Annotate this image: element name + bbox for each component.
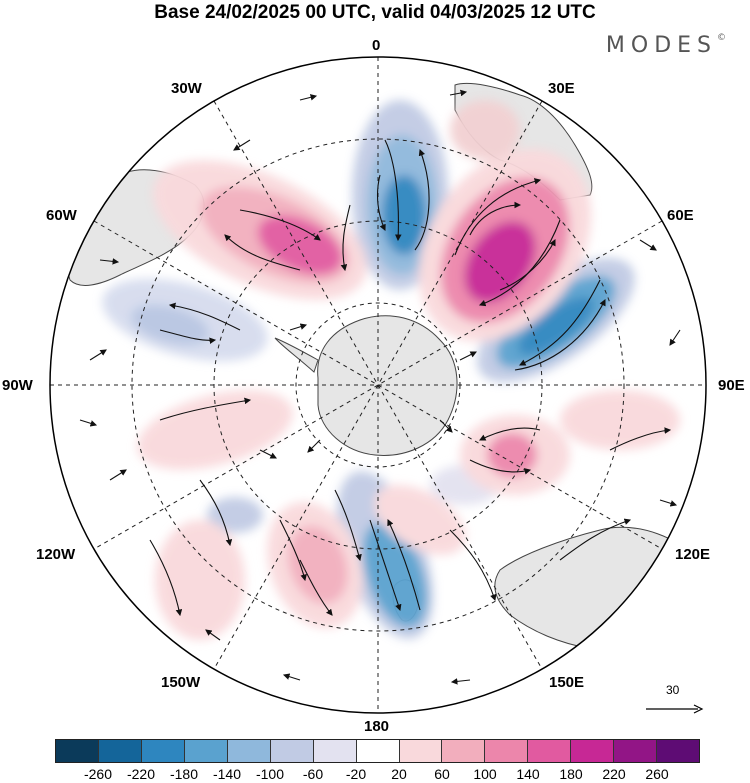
colorbar-swatch — [227, 740, 271, 762]
colorbar-tick-label: -260 — [83, 766, 113, 782]
colorbar-swatch — [184, 740, 228, 762]
antarctic-peninsula-land — [274, 337, 319, 373]
colorbar-swatch — [399, 740, 443, 762]
map-title: Base 24/02/2025 00 UTC, valid 04/03/2025… — [154, 2, 596, 23]
colorbar — [55, 739, 700, 763]
graticule — [50, 57, 706, 713]
brand-name: MODES — [605, 33, 717, 58]
lon-label-150e: 150E — [549, 674, 585, 691]
lon-label-150w: 150W — [161, 674, 201, 691]
lon-label-30w: 30W — [171, 80, 202, 97]
colorbar-tick-label: -100 — [255, 766, 285, 782]
lon-label-60w: 60W — [46, 207, 77, 224]
colorbar-tick-label: -60 — [302, 766, 324, 782]
polar-map — [49, 56, 707, 714]
colorbar-swatch — [657, 740, 700, 762]
colorbar-swatch — [356, 740, 400, 762]
colorbar-swatch — [141, 740, 185, 762]
colorbar-tick-label: -140 — [212, 766, 242, 782]
colorbar-tick-label: 220 — [602, 766, 626, 782]
brand-logo: MODES© — [606, 33, 726, 58]
colorbar-swatch — [442, 740, 486, 762]
colorbar-tick-label: 100 — [473, 766, 497, 782]
colorbar-swatch — [313, 740, 357, 762]
wind-vectors — [79, 89, 681, 685]
colorbar-labels: -260 -220 -180 -140 -100 -60 -20 20 60 100 140 180 2… — [55, 766, 700, 782]
lon-label-90w: 90W — [2, 377, 33, 394]
lon-label-90e: 90E — [718, 377, 745, 394]
colorbar-tick-label: -220 — [126, 766, 156, 782]
positive-anomaly-blobs — [137, 100, 680, 640]
brand-mark: © — [717, 33, 726, 43]
colorbar-tick-label: 140 — [516, 766, 540, 782]
lon-label-180: 180 — [364, 718, 390, 735]
colorbar-tick-label: 260 — [645, 766, 669, 782]
lon-label-60e: 60E — [667, 207, 694, 224]
colorbar-swatch — [571, 740, 615, 762]
lon-label-30e: 30E — [548, 80, 575, 97]
colorbar-tick-label: -180 — [169, 766, 199, 782]
reference-vector-arrow-icon — [646, 704, 704, 714]
colorbar-swatch — [98, 740, 142, 762]
lon-label-120w: 120W — [36, 546, 76, 563]
colorbar-tick-label: 20 — [391, 766, 407, 782]
colorbar-swatch — [614, 740, 658, 762]
reference-vector-label: 30 — [666, 683, 680, 697]
lon-label-0: 0 — [372, 37, 381, 54]
colorbar-tick-label: -20 — [345, 766, 367, 782]
colorbar-swatch — [56, 740, 99, 762]
colorbar-tick-label: 180 — [559, 766, 583, 782]
colorbar-swatch — [270, 740, 314, 762]
map-boundary — [49, 56, 707, 714]
colorbar-swatch — [528, 740, 572, 762]
colorbar-tick-label: 60 — [434, 766, 450, 782]
colorbar-swatch — [485, 740, 529, 762]
antarctica-land — [317, 315, 458, 456]
lon-label-120e: 120E — [675, 546, 711, 563]
